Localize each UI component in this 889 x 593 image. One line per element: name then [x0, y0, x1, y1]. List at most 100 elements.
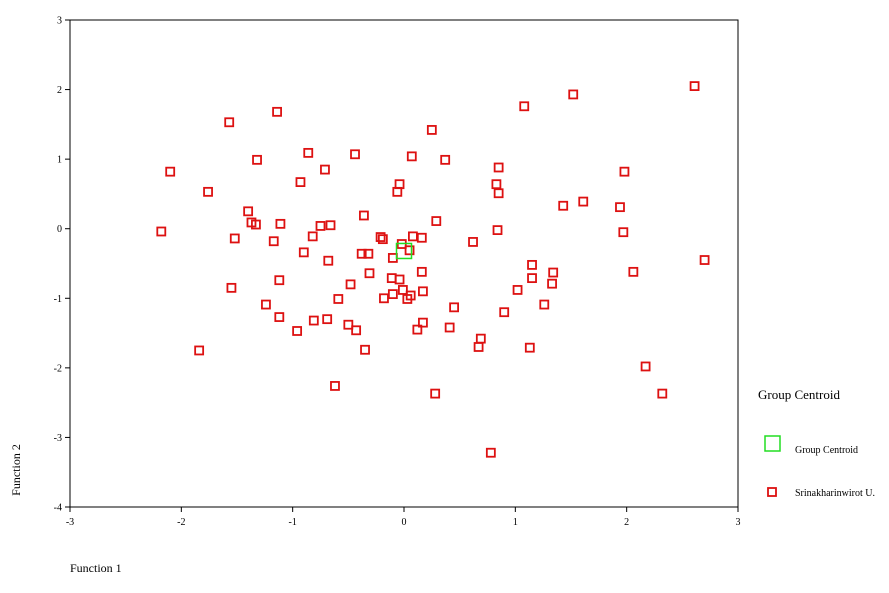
srinakharinwirot-points [156, 81, 710, 458]
data-point [363, 248, 374, 259]
y-axis-ticks: -4 -3 -2 -1 0 1 2 3 [54, 16, 70, 514]
data-point [426, 125, 437, 135]
data-point [303, 147, 314, 158]
data-point [322, 314, 333, 325]
data-point [548, 267, 559, 278]
data-point [375, 232, 386, 242]
x-tick-label: -1 [288, 517, 296, 528]
data-point [547, 278, 557, 289]
data-point [298, 247, 309, 258]
data-point [416, 232, 427, 243]
data-point [430, 388, 441, 399]
legend: Group Centroid Group Centroid Srinakhari… [758, 387, 875, 499]
group-centroid-point [395, 242, 413, 260]
data-point [359, 210, 369, 221]
data-point [165, 166, 176, 177]
data-point [416, 266, 427, 277]
data-point [485, 447, 496, 458]
data-point [394, 274, 405, 285]
y-tick-label: -3 [54, 433, 62, 444]
y-tick-label: -1 [54, 294, 62, 305]
y-tick-label: 1 [57, 155, 62, 166]
data-point [406, 151, 417, 162]
data-point [292, 326, 303, 336]
data-point [275, 218, 286, 229]
data-point [418, 286, 428, 297]
data-point [333, 294, 344, 304]
data-point [491, 179, 502, 190]
x-axis-title: Function 1 [70, 561, 122, 575]
data-point [392, 186, 403, 197]
data-point [492, 225, 503, 236]
data-point [473, 342, 484, 352]
data-point [243, 206, 254, 217]
data-point [449, 302, 460, 313]
data-point [356, 248, 367, 259]
data-point [229, 233, 240, 244]
y-tick-label: 2 [57, 85, 62, 96]
data-point [527, 273, 537, 284]
data-point [377, 234, 388, 245]
data-point [408, 231, 418, 242]
data-point [343, 319, 354, 330]
data-point [568, 89, 579, 100]
data-point [360, 344, 370, 355]
group-centroid-points [395, 242, 413, 260]
data-point [558, 200, 569, 211]
x-axis-ticks: -3 -2 -1 0 1 2 3 [66, 507, 741, 528]
x-tick-label: 0 [402, 517, 407, 528]
data-point [351, 325, 362, 336]
legend-label-group-centroid: Group Centroid [795, 445, 858, 456]
data-point [323, 255, 334, 266]
y-tick-label: -2 [54, 363, 62, 374]
x-tick-label: 1 [513, 517, 518, 528]
data-point [387, 253, 398, 263]
data-point [252, 154, 262, 165]
data-point [397, 285, 408, 295]
data-point [539, 299, 550, 310]
data-point [619, 166, 630, 177]
data-point [261, 299, 271, 310]
data-point [689, 81, 700, 91]
data-point [499, 307, 510, 318]
data-point [640, 361, 651, 372]
data-point [657, 388, 668, 399]
plot-area: -3 -2 -1 0 1 2 3 -4 -3 -2 -1 0 1 2 3 [54, 16, 741, 529]
data-point [440, 154, 451, 165]
data-point [308, 315, 319, 326]
data-point [615, 202, 625, 213]
data-point [274, 275, 285, 286]
x-tick-label: 2 [624, 517, 629, 528]
legend-label-srinakharinwirot: Srinakharinwirot U. [795, 488, 875, 499]
x-tick-label: -2 [177, 517, 185, 528]
data-point [519, 101, 530, 112]
data-point [418, 317, 428, 328]
data-point [345, 279, 356, 290]
data-point [412, 324, 423, 335]
data-point [431, 216, 442, 226]
data-point [444, 322, 455, 333]
data-point [493, 162, 504, 173]
data-point [272, 106, 282, 117]
data-point [364, 268, 375, 279]
data-point [315, 221, 326, 231]
data-point [628, 266, 639, 277]
y-tick-label: -4 [54, 503, 62, 514]
data-point [379, 293, 389, 304]
data-point [307, 231, 318, 242]
data-point [203, 186, 213, 197]
data-point [268, 236, 279, 247]
data-point [475, 333, 486, 344]
data-point [194, 345, 205, 356]
data-point [251, 219, 261, 230]
data-point [386, 273, 397, 284]
data-point [618, 227, 629, 238]
data-point [325, 220, 336, 231]
data-point [493, 188, 504, 199]
data-point [404, 245, 415, 256]
plot-frame [69, 19, 739, 508]
data-point [699, 255, 710, 265]
data-point [402, 294, 413, 304]
data-point [512, 285, 523, 295]
data-point [350, 149, 360, 160]
